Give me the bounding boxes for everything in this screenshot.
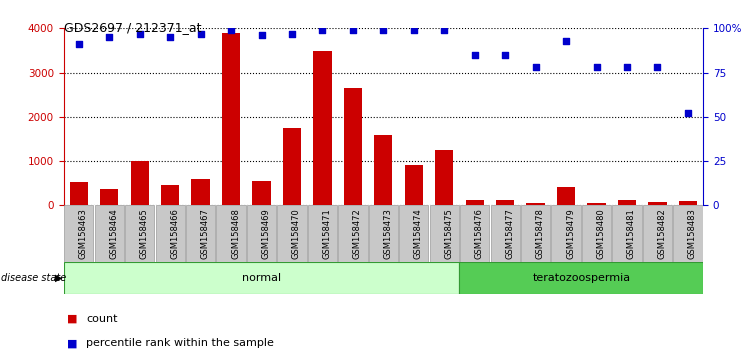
Bar bbox=[405, 166, 423, 205]
Text: GSM158466: GSM158466 bbox=[171, 208, 180, 259]
Text: GSM158476: GSM158476 bbox=[475, 208, 484, 259]
Point bbox=[134, 31, 146, 36]
Text: GSM158479: GSM158479 bbox=[566, 208, 575, 259]
Point bbox=[103, 34, 115, 40]
Bar bbox=[125, 205, 154, 262]
Text: GSM158483: GSM158483 bbox=[688, 208, 697, 259]
Point bbox=[316, 27, 328, 33]
Text: GSM158469: GSM158469 bbox=[262, 208, 271, 259]
Text: GSM158475: GSM158475 bbox=[444, 208, 453, 259]
Point bbox=[499, 52, 511, 58]
Bar bbox=[582, 205, 611, 262]
Point bbox=[682, 110, 694, 116]
Point bbox=[256, 33, 268, 38]
Text: ▶: ▶ bbox=[55, 273, 62, 283]
Text: GSM158472: GSM158472 bbox=[353, 208, 362, 259]
Bar bbox=[64, 205, 94, 262]
Bar bbox=[527, 202, 545, 205]
Point bbox=[652, 64, 663, 70]
Text: GSM158480: GSM158480 bbox=[596, 208, 606, 259]
Bar bbox=[156, 205, 185, 262]
Bar bbox=[465, 200, 484, 205]
Text: GSM158473: GSM158473 bbox=[383, 208, 393, 259]
Bar bbox=[678, 201, 697, 205]
Text: teratozoospermia: teratozoospermia bbox=[533, 273, 631, 283]
Bar bbox=[252, 181, 271, 205]
Text: GSM158482: GSM158482 bbox=[657, 208, 666, 259]
Point bbox=[621, 64, 633, 70]
Bar bbox=[459, 262, 703, 294]
Text: GSM158474: GSM158474 bbox=[414, 208, 423, 259]
Text: GSM158464: GSM158464 bbox=[109, 208, 118, 259]
Bar bbox=[161, 185, 180, 205]
Bar bbox=[308, 205, 337, 262]
Bar bbox=[278, 205, 307, 262]
Bar bbox=[216, 205, 245, 262]
Text: disease state: disease state bbox=[1, 273, 66, 283]
Point bbox=[438, 27, 450, 33]
Bar bbox=[399, 205, 429, 262]
Text: GSM158467: GSM158467 bbox=[200, 208, 209, 259]
Bar bbox=[649, 202, 666, 205]
Bar bbox=[191, 179, 209, 205]
Text: percentile rank within the sample: percentile rank within the sample bbox=[86, 338, 274, 348]
Point bbox=[225, 27, 237, 33]
Point bbox=[347, 27, 359, 33]
Point bbox=[408, 27, 420, 33]
Bar bbox=[283, 128, 301, 205]
Text: GSM158477: GSM158477 bbox=[505, 208, 514, 259]
Bar bbox=[100, 188, 118, 205]
Bar bbox=[95, 205, 124, 262]
Bar bbox=[673, 205, 702, 262]
Bar bbox=[131, 161, 149, 205]
Bar bbox=[344, 88, 362, 205]
Bar bbox=[70, 182, 88, 205]
Text: GSM158478: GSM158478 bbox=[536, 208, 545, 259]
Bar bbox=[186, 205, 215, 262]
Point bbox=[73, 41, 85, 47]
Point bbox=[194, 31, 206, 36]
Text: ■: ■ bbox=[67, 338, 78, 348]
Point bbox=[530, 64, 542, 70]
Text: GSM158471: GSM158471 bbox=[322, 208, 331, 259]
Point bbox=[590, 64, 602, 70]
Text: GSM158470: GSM158470 bbox=[292, 208, 301, 259]
Bar bbox=[643, 205, 672, 262]
Point bbox=[377, 27, 389, 33]
Bar bbox=[374, 136, 393, 205]
Bar bbox=[429, 205, 459, 262]
Text: count: count bbox=[86, 314, 117, 324]
Bar bbox=[338, 205, 367, 262]
Point bbox=[286, 31, 298, 36]
Bar bbox=[369, 205, 398, 262]
Bar bbox=[521, 205, 551, 262]
Text: normal: normal bbox=[242, 273, 281, 283]
Point bbox=[164, 34, 176, 40]
Bar bbox=[247, 205, 276, 262]
Text: GDS2697 / 212371_at: GDS2697 / 212371_at bbox=[64, 21, 201, 34]
Bar bbox=[491, 205, 520, 262]
Text: GSM158463: GSM158463 bbox=[79, 208, 88, 259]
Bar bbox=[435, 150, 453, 205]
Bar bbox=[496, 200, 515, 205]
Text: ■: ■ bbox=[67, 314, 78, 324]
Bar bbox=[587, 203, 606, 205]
Point bbox=[560, 38, 572, 44]
Point bbox=[469, 52, 481, 58]
Bar bbox=[64, 262, 459, 294]
Text: GSM158481: GSM158481 bbox=[627, 208, 636, 259]
Bar bbox=[557, 187, 575, 205]
Bar bbox=[618, 200, 636, 205]
Bar bbox=[551, 205, 580, 262]
Bar bbox=[313, 51, 331, 205]
Bar bbox=[222, 33, 240, 205]
Bar bbox=[460, 205, 489, 262]
Bar bbox=[613, 205, 642, 262]
Text: GSM158468: GSM158468 bbox=[231, 208, 240, 259]
Text: GSM158465: GSM158465 bbox=[140, 208, 149, 259]
